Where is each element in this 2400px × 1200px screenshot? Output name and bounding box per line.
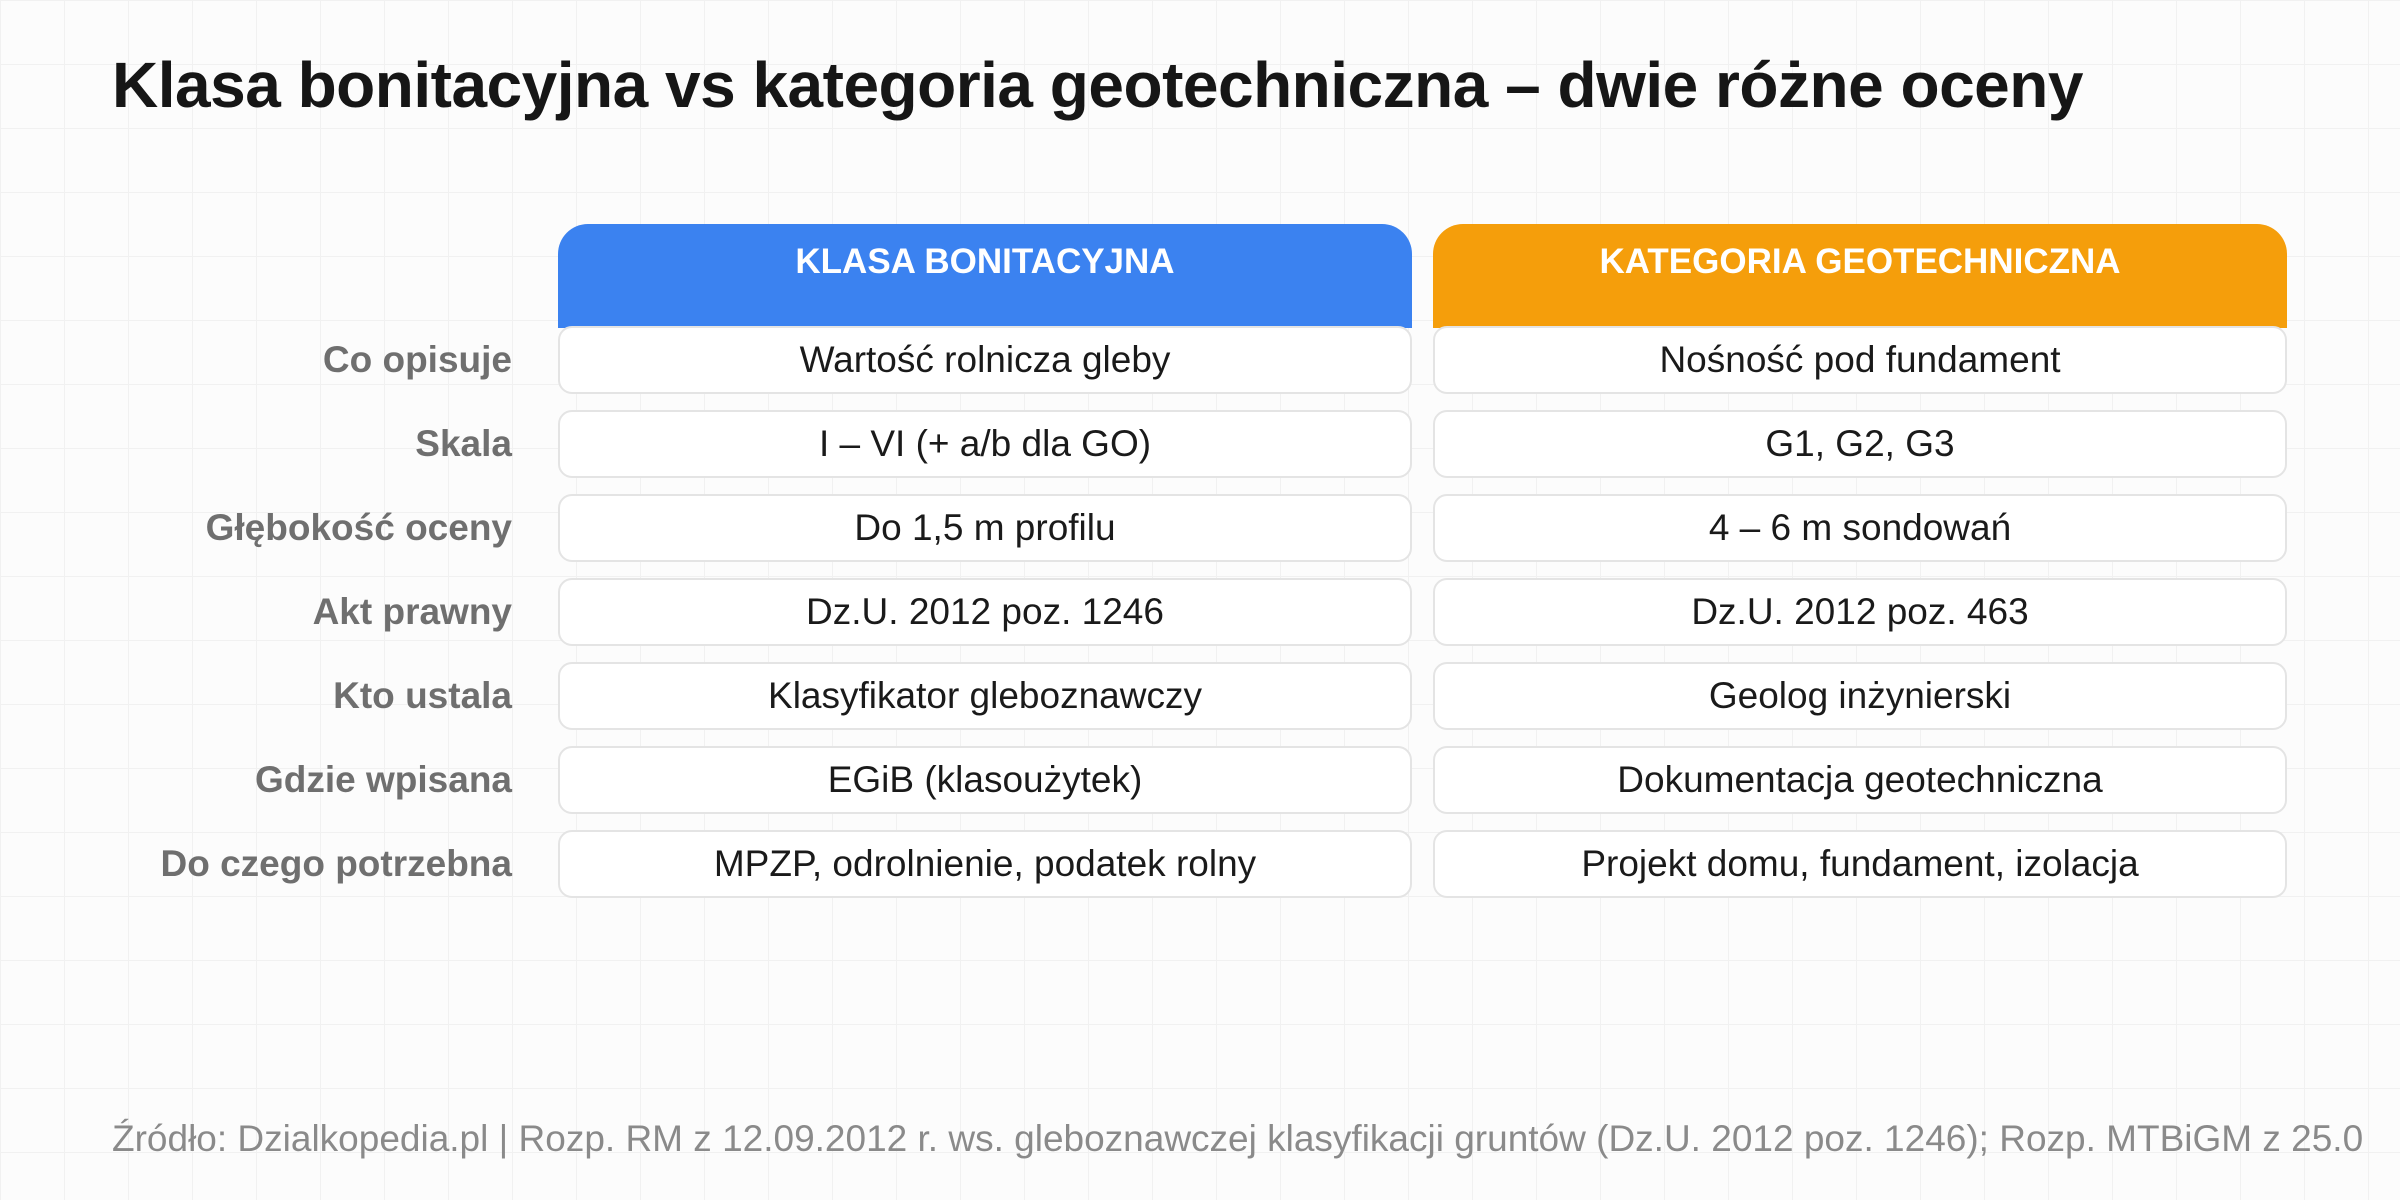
page-title: Klasa bonitacyjna vs kategoria geotechni… [112, 49, 2083, 121]
cell-klasa-bonitacyjna: Klasyfikator gleboznawczy [558, 662, 1412, 730]
cell-kategoria-geotechniczna: Dz.U. 2012 poz. 463 [1433, 578, 2287, 646]
row-label: Do czego potrzebna [160, 843, 512, 884]
cell-klasa-bonitacyjna: EGiB (klasoużytek) [558, 746, 1412, 814]
cell-klasa-bonitacyjna: Dz.U. 2012 poz. 1246 [558, 578, 1412, 646]
cell-klasa-bonitacyjna: I – VI (+ a/b dla GO) [558, 410, 1412, 478]
row-label: Co opisuje [322, 339, 512, 380]
row-label: Akt prawny [312, 591, 512, 632]
cell-klasa-bonitacyjna: MPZP, odrolnienie, podatek rolny [558, 830, 1412, 898]
row-label: Skala [415, 423, 512, 464]
cell-klasa-bonitacyjna: Wartość rolnicza gleby [558, 326, 1412, 394]
row-label: Gdzie wpisana [254, 759, 512, 800]
cell-kategoria-geotechniczna: 4 – 6 m sondowań [1433, 494, 2287, 562]
cell-kategoria-geotechniczna: Geolog inżynierski [1433, 662, 2287, 730]
cell-kategoria-geotechniczna: G1, G2, G3 [1433, 410, 2287, 478]
cell-klasa-bonitacyjna: Do 1,5 m profilu [558, 494, 1412, 562]
column-header-klasa-bonitacyjna: KLASA BONITACYJNA [558, 224, 1412, 328]
cell-kategoria-geotechniczna: Projekt domu, fundament, izolacja [1433, 830, 2287, 898]
row-label: Kto ustala [333, 675, 512, 716]
cell-kategoria-geotechniczna: Nośność pod fundament [1433, 326, 2287, 394]
row-label: Głębokość oceny [205, 507, 512, 548]
source-footer: Źródło: Dzialkopedia.pl | Rozp. RM z 12.… [112, 1118, 2364, 1159]
cell-kategoria-geotechniczna: Dokumentacja geotechniczna [1433, 746, 2287, 814]
column-header-kategoria-geotechniczna: KATEGORIA GEOTECHNICZNA [1433, 224, 2287, 328]
